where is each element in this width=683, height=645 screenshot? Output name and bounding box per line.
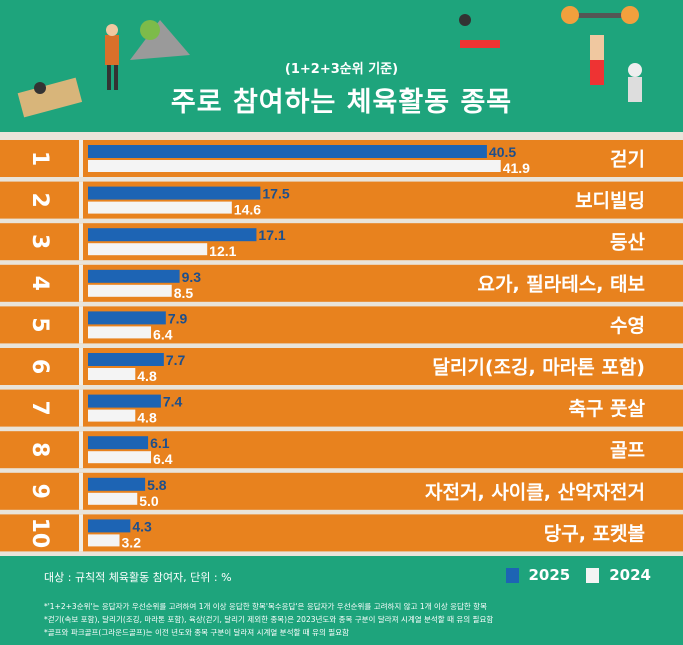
- header: (1+2+3순위 기준) 주로 참여하는 체육활동 종목: [0, 0, 683, 132]
- legend-item-2024: 2024: [586, 566, 651, 584]
- bar-2024: [88, 201, 232, 214]
- bar-2024: [88, 409, 136, 422]
- bar-2025: [88, 311, 166, 325]
- rank-number: 10: [27, 518, 52, 549]
- rank-divider: [79, 431, 83, 469]
- target-note: 대상 : 규칙적 체육활동 참여자, 단위 : %: [44, 571, 232, 584]
- value-label-2024: 14.6: [234, 202, 261, 218]
- value-label-2025: 17.5: [262, 186, 289, 202]
- legend-item-2025: 2025: [505, 566, 571, 584]
- value-label-2024: 6.4: [153, 326, 173, 342]
- category-label: 수영: [610, 315, 645, 337]
- legend-swatch-2024: [586, 567, 600, 583]
- value-label-2025: 9.3: [182, 269, 202, 285]
- bar-2024: [88, 326, 152, 339]
- value-label-2025: 7.9: [168, 310, 188, 326]
- value-label-2024: 4.8: [137, 368, 157, 384]
- value-label-2025: 40.5: [489, 144, 516, 160]
- rank-number: 1: [27, 151, 52, 166]
- legend: 2025 2024: [505, 566, 651, 584]
- bar-2024: [88, 451, 152, 464]
- value-label-2024: 5.0: [139, 493, 159, 509]
- bar-2024: [88, 492, 138, 505]
- value-label-2025: 6.1: [150, 435, 170, 451]
- footnotes: *'1+2+3순위'는 응답자가 우선순위를 고려하여 1개 이상 응답한 항목…: [44, 600, 493, 639]
- hiker-illustration: [17, 20, 190, 118]
- footnote: *걷기(속보 포함), 달리기(조깅, 마라톤 포함), 육상(걷기, 달리기 …: [44, 615, 494, 624]
- bar-2025: [88, 519, 131, 533]
- bar-2024: [88, 243, 208, 256]
- value-label-2025: 17.1: [258, 227, 285, 243]
- bar-2025: [88, 145, 487, 158]
- value-label-2024: 4.8: [137, 410, 157, 426]
- value-label-2024: 8.5: [174, 285, 194, 301]
- value-label-2024: 41.9: [503, 160, 530, 176]
- rank-divider: [79, 306, 83, 344]
- bar-2025: [88, 436, 149, 450]
- bar-2024: [88, 534, 120, 547]
- bar-2025: [88, 353, 164, 366]
- footer: 대상 : 규칙적 체육활동 참여자, 단위 : % 2025 2024 *'1+…: [0, 556, 683, 645]
- bar-2024: [88, 368, 136, 380]
- rank-divider: [79, 514, 83, 552]
- rank-number: 4: [27, 276, 52, 291]
- rank-divider: [79, 389, 83, 427]
- value-label-2025: 5.8: [147, 477, 167, 493]
- bar-2025: [88, 228, 257, 242]
- bar-2025: [88, 394, 161, 408]
- rank-divider: [79, 264, 83, 302]
- bar-2024: [88, 284, 172, 297]
- bar-2025: [88, 477, 146, 491]
- value-label-2025: 7.4: [163, 394, 183, 410]
- rank-number: 9: [27, 484, 52, 499]
- rank-number: 8: [27, 442, 52, 457]
- rank-number: 7: [27, 400, 52, 415]
- value-label-2025: 4.3: [132, 518, 152, 534]
- athletes-illustration: [459, 6, 642, 102]
- chart-title: 주로 참여하는 체육활동 종목: [170, 87, 513, 118]
- category-label: 보디빌딩: [575, 190, 645, 212]
- rank-divider: [79, 181, 83, 219]
- bar-2025: [88, 269, 180, 283]
- category-label: 골프: [610, 440, 645, 462]
- value-label-2024: 3.2: [122, 534, 142, 550]
- category-label: 당구, 포켓볼: [544, 523, 645, 545]
- rank-number: 5: [27, 317, 52, 332]
- rank-number: 3: [27, 234, 52, 249]
- value-label-2024: 12.1: [209, 243, 236, 259]
- category-label: 등산: [610, 232, 645, 254]
- footnote: *'1+2+3순위'는 응답자가 우선순위를 고려하여 1개 이상 응답한 항목…: [44, 602, 487, 611]
- bar-2024: [88, 160, 501, 172]
- bar-2025: [88, 186, 261, 200]
- chart-subtitle: (1+2+3순위 기준): [284, 62, 399, 77]
- category-label: 요가, 필라테스, 태보: [477, 273, 645, 295]
- value-label-2025: 7.7: [166, 352, 186, 368]
- rank-number: 2: [27, 192, 52, 207]
- footnote: *골프와 파크골프(그라운드골프)는 이전 년도와 종목 구분이 달라져 시계열…: [44, 628, 349, 637]
- rank-divider: [79, 223, 83, 261]
- category-label: 달리기(조깅, 마라톤 포함): [432, 357, 645, 379]
- category-label: 자전거, 사이클, 산악자전거: [425, 481, 645, 503]
- rank-divider: [79, 348, 83, 385]
- category-label: 축구 풋살: [568, 398, 645, 420]
- rank-number: 6: [27, 359, 52, 374]
- legend-label: 2025: [528, 566, 571, 584]
- legend-swatch-2025: [505, 567, 519, 583]
- legend-label: 2024: [609, 566, 651, 584]
- rank-divider: [79, 140, 83, 177]
- value-label-2024: 6.4: [153, 451, 173, 467]
- category-label: 걷기: [610, 149, 645, 171]
- rank-divider: [79, 472, 83, 510]
